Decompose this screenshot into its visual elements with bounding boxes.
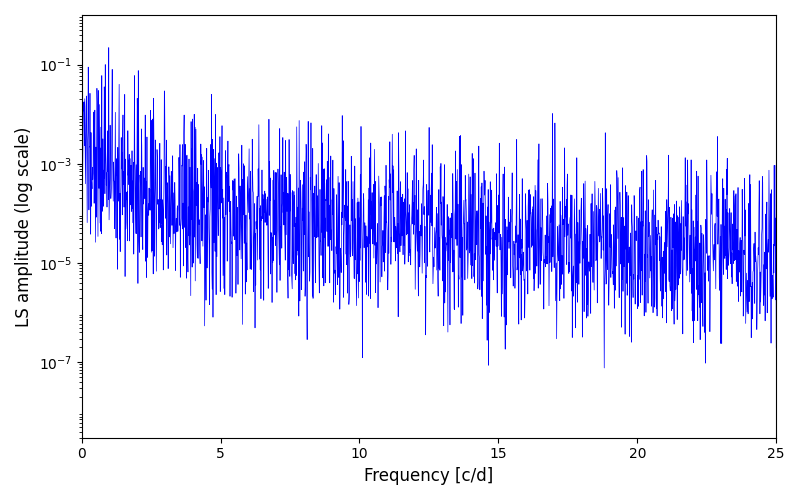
Y-axis label: LS amplitude (log scale): LS amplitude (log scale): [15, 126, 33, 326]
X-axis label: Frequency [c/d]: Frequency [c/d]: [364, 467, 494, 485]
